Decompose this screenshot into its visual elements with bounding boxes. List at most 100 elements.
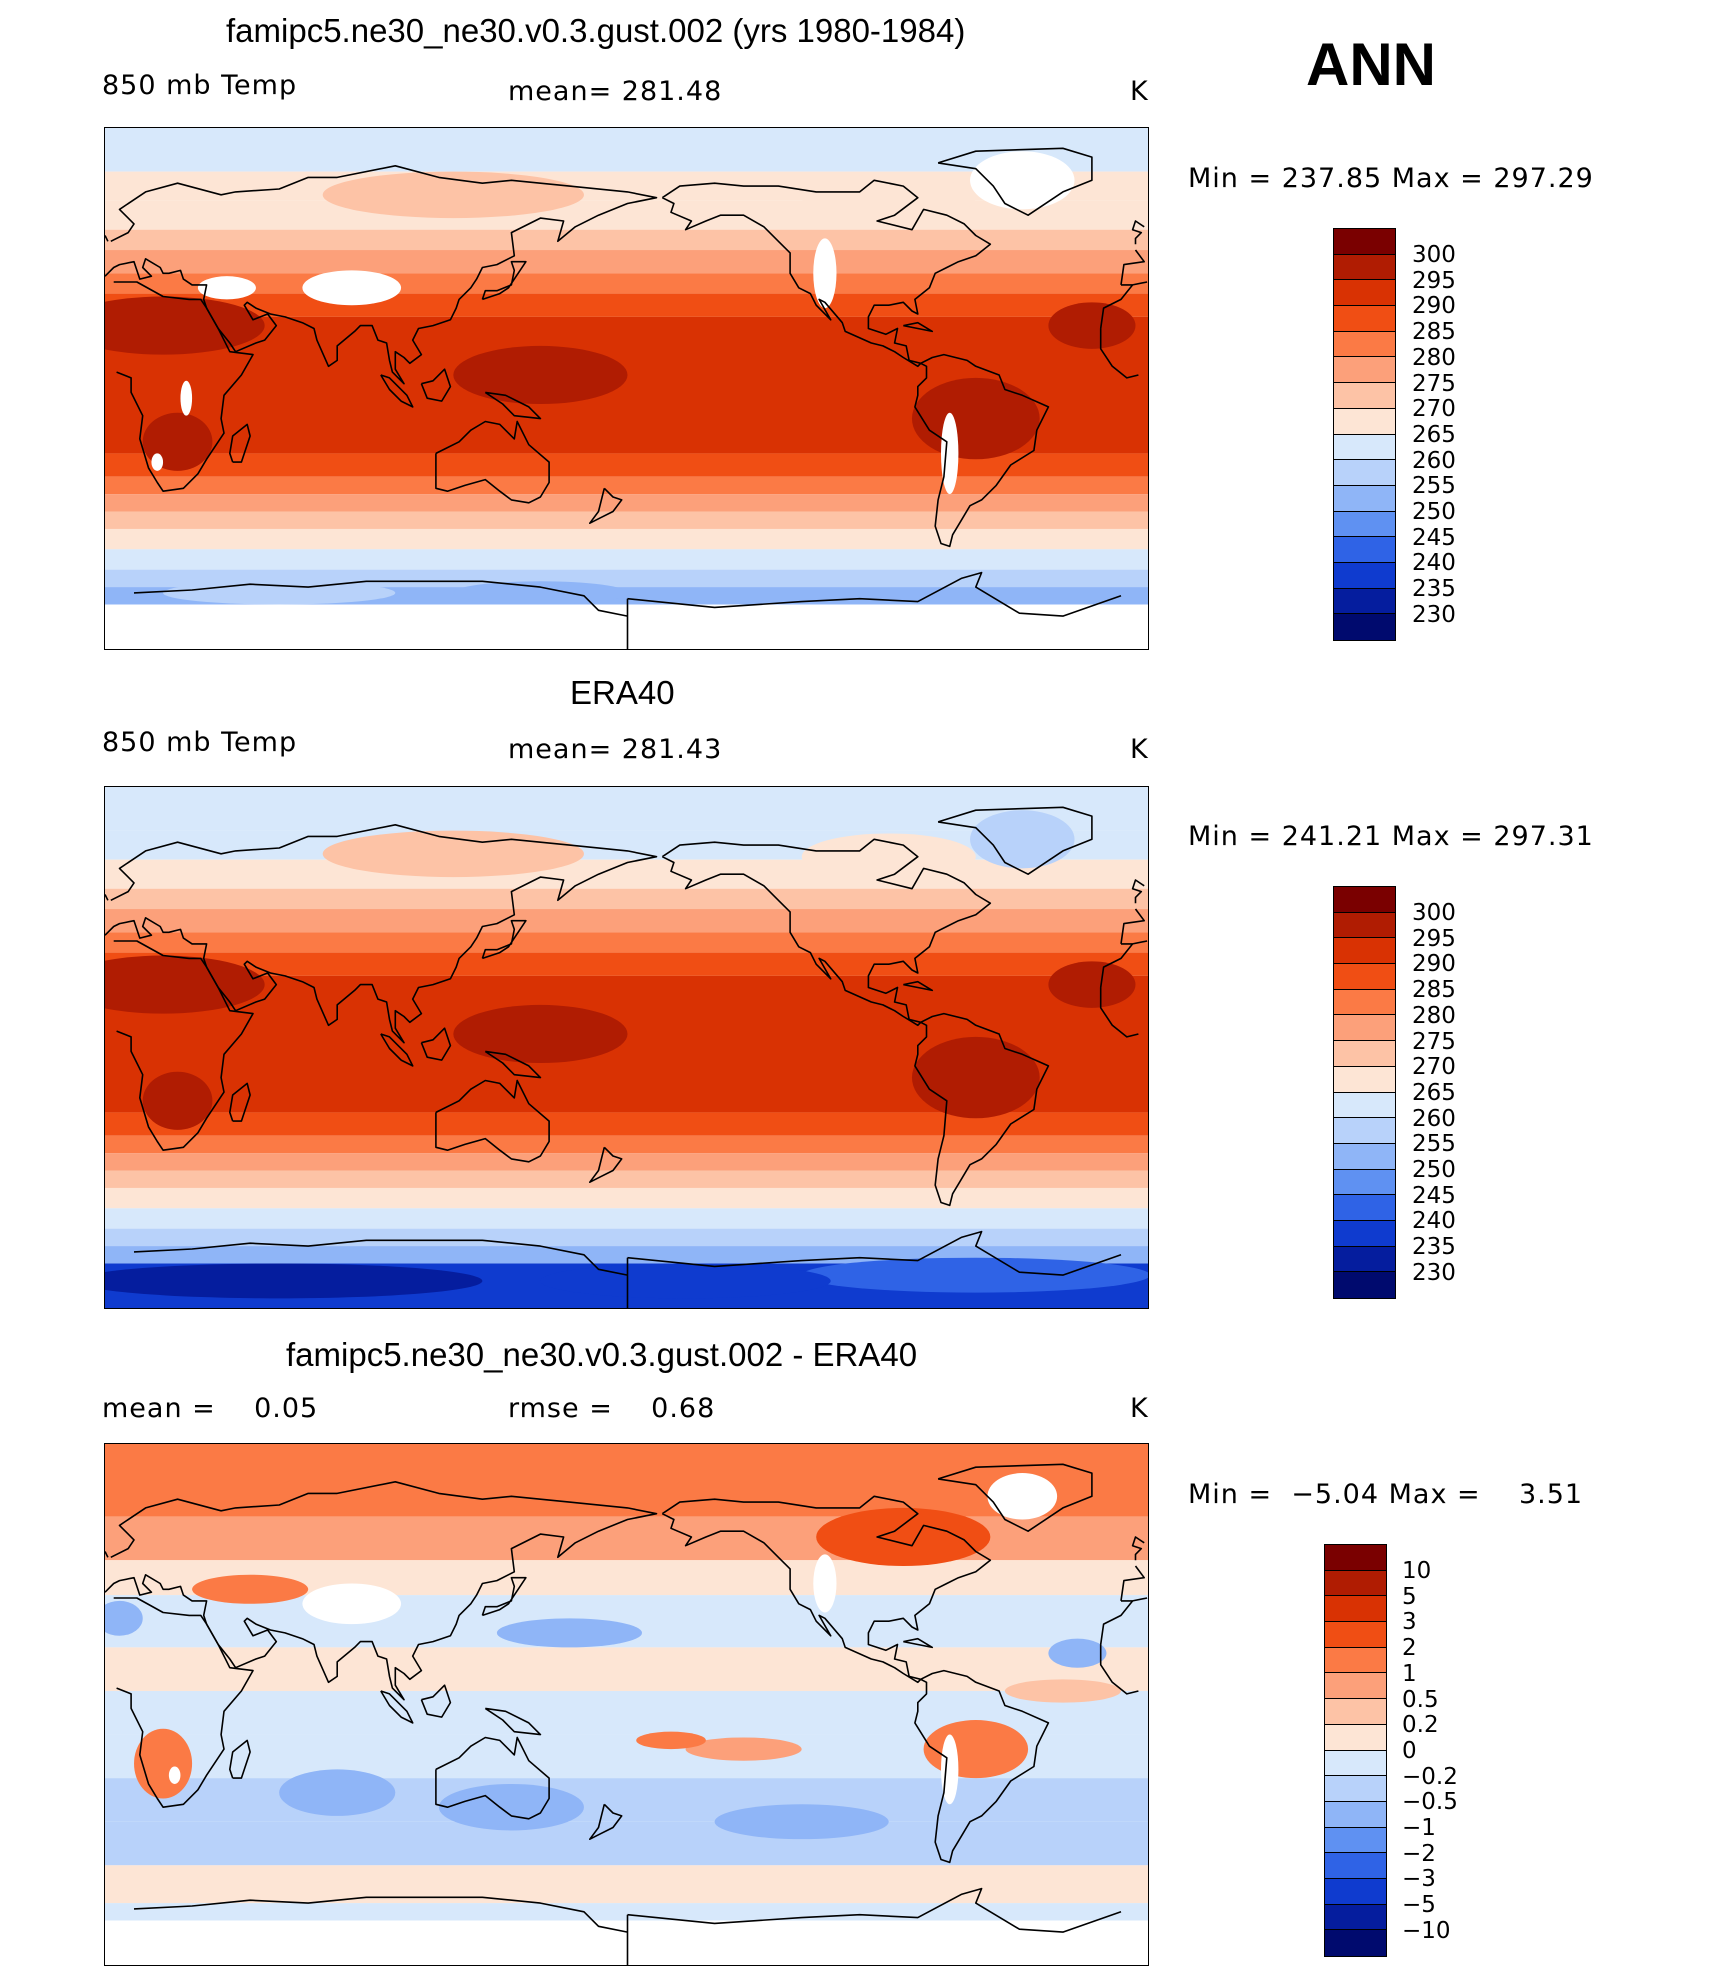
coastline-europe-asia bbox=[105, 1480, 658, 1701]
colorbar-tick-label: −1 bbox=[1402, 1815, 1436, 1841]
colorbar-tick-label: 290 bbox=[1412, 951, 1456, 978]
coastline-caribbean-cuba bbox=[903, 1637, 934, 1649]
colorbar-swatch bbox=[1334, 562, 1395, 589]
colorbar-swatch bbox=[1325, 1930, 1386, 1956]
panel-3-rmse-label: rmse = 0.68 bbox=[508, 1393, 716, 1424]
coastline-uk bbox=[105, 1551, 109, 1558]
coastline-uk bbox=[105, 235, 109, 242]
colorbar-tick-label: 0.5 bbox=[1402, 1686, 1439, 1713]
contour-band bbox=[105, 200, 1148, 230]
coastline-south-america bbox=[914, 1669, 1050, 1864]
coastline-uk bbox=[1131, 1536, 1145, 1561]
colorbar-swatch bbox=[1325, 1596, 1386, 1623]
coastline-madagascar bbox=[229, 1739, 251, 1779]
coastline-africa bbox=[1099, 943, 1134, 988]
panel-2-title: ERA40 bbox=[570, 674, 675, 711]
contour-band bbox=[105, 273, 1148, 294]
colorbar-tick-label: 295 bbox=[1412, 267, 1456, 294]
contour-band bbox=[105, 604, 1148, 649]
coastline-sumatra bbox=[380, 374, 414, 408]
contour-patch bbox=[302, 270, 402, 306]
coastline-north-america bbox=[661, 1495, 992, 1684]
coastline-japan bbox=[481, 260, 527, 301]
coastline-south-america bbox=[914, 1012, 1050, 1207]
colorbar-swatch bbox=[1334, 229, 1395, 255]
colorbar-swatch bbox=[1334, 887, 1395, 913]
colorbar-tick-label: −10 bbox=[1402, 1917, 1451, 1944]
colorbar-swatch bbox=[1325, 1545, 1386, 1571]
contour-patch bbox=[1048, 302, 1136, 349]
contour-band bbox=[105, 787, 1148, 831]
colorbar-tick-label: 230 bbox=[1412, 601, 1456, 628]
colorbar-tick-label: 245 bbox=[1412, 1182, 1456, 1209]
contour-patch bbox=[322, 830, 584, 878]
contour-band bbox=[105, 1187, 1148, 1209]
panel-2-variable-label: 850 mb Temp bbox=[102, 727, 298, 758]
colorbar-tick-label: 5 bbox=[1402, 1583, 1417, 1610]
contour-band bbox=[105, 1170, 1148, 1188]
colorbar-tick-label: 0 bbox=[1402, 1737, 1417, 1764]
colorbar-swatch bbox=[1334, 331, 1395, 358]
contour-patch bbox=[105, 1600, 143, 1636]
colorbar-tick-label: −0.5 bbox=[1402, 1789, 1458, 1816]
colorbar-tick-label: −5 bbox=[1402, 1892, 1436, 1919]
contour-patch bbox=[970, 151, 1075, 210]
panel-3-min-max: Min = −5.04 Max = 3.51 bbox=[1188, 1479, 1584, 1510]
contour-patch bbox=[816, 1507, 991, 1567]
colorbar-swatch bbox=[1325, 1776, 1386, 1802]
contour-patch bbox=[453, 581, 628, 605]
contour-band bbox=[105, 1920, 1148, 1965]
contour-band bbox=[105, 1153, 1148, 1171]
contour-patch bbox=[453, 1004, 628, 1064]
colorbar-swatch bbox=[1334, 964, 1395, 990]
coastline-new-guinea bbox=[484, 391, 542, 420]
colorbar-tick-label: 10 bbox=[1402, 1558, 1432, 1584]
colorbar-swatch bbox=[1325, 1750, 1386, 1777]
colorbar-swatch bbox=[1334, 938, 1395, 965]
contour-patch bbox=[941, 412, 959, 495]
colorbar-tick-label: 250 bbox=[1412, 1157, 1456, 1183]
coastline-antarctica bbox=[133, 580, 629, 649]
coastline-europe-asia bbox=[105, 823, 658, 1044]
colorbar-swatch bbox=[1325, 1622, 1386, 1648]
contour-band bbox=[105, 511, 1148, 529]
coastline-africa bbox=[1099, 284, 1134, 329]
coastline-uk bbox=[1131, 220, 1145, 245]
colorbar-swatch bbox=[1334, 408, 1395, 435]
colorbar-tick-label: 250 bbox=[1412, 499, 1456, 525]
panel-1-map bbox=[104, 127, 1149, 650]
contour-band bbox=[105, 888, 1148, 910]
contour-band bbox=[105, 229, 1148, 251]
contour-patch bbox=[685, 1737, 802, 1761]
colorbar-tick-label: 255 bbox=[1412, 473, 1456, 500]
coastline-africa bbox=[1099, 1600, 1134, 1645]
contour-patch bbox=[540, 1263, 831, 1299]
colorbar-tick-label: 280 bbox=[1412, 344, 1456, 371]
colorbar-swatch bbox=[1334, 1220, 1395, 1247]
coastline-uk bbox=[105, 894, 109, 901]
coastline-europe-asia bbox=[1120, 908, 1145, 945]
contour-patch bbox=[453, 345, 628, 405]
colorbar-swatch bbox=[1334, 383, 1395, 409]
panel-1-mean-label: mean= 281.48 bbox=[508, 76, 723, 107]
contour-patch bbox=[923, 1720, 1029, 1779]
colorbar-swatch bbox=[1334, 1066, 1395, 1093]
panel-1-variable-label: 850 mb Temp bbox=[102, 70, 298, 101]
coastline-africa bbox=[1099, 987, 1139, 1038]
panel-3-map bbox=[104, 1443, 1149, 1966]
contour-patch bbox=[911, 1036, 1040, 1119]
contour-patch bbox=[151, 453, 164, 471]
contour-band bbox=[105, 1135, 1148, 1154]
panel-3-colorbar bbox=[1324, 1544, 1387, 1957]
contour-band bbox=[105, 1112, 1148, 1136]
colorbar-swatch bbox=[1334, 485, 1395, 512]
colorbar-tick-label: 3 bbox=[1402, 1609, 1417, 1636]
colorbar-swatch bbox=[1325, 1673, 1386, 1700]
colorbar-tick-label: 240 bbox=[1412, 550, 1456, 577]
coastline-australia bbox=[435, 1079, 550, 1163]
contour-band bbox=[105, 1778, 1148, 1822]
colorbar-tick-label: 290 bbox=[1412, 293, 1456, 320]
coastlines bbox=[105, 147, 1148, 649]
contour-patch bbox=[801, 174, 976, 221]
coastline-new-zealand bbox=[588, 1146, 623, 1184]
